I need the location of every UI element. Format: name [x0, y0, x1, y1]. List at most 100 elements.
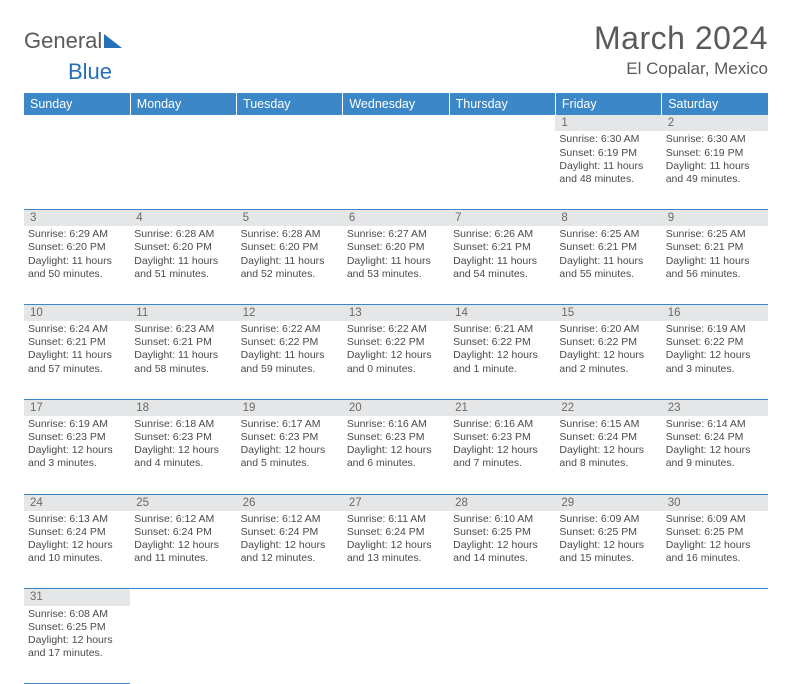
day-info-line: Sunrise: 6:13 AM [28, 513, 126, 526]
day-info-line: Sunrise: 6:28 AM [241, 228, 339, 241]
day-cell [449, 606, 555, 684]
day-info-line: Daylight: 12 hours [347, 444, 445, 457]
day-info-line: and 12 minutes. [241, 552, 339, 565]
day-info-line: and 11 minutes. [134, 552, 232, 565]
day-cell: Sunrise: 6:15 AMSunset: 6:24 PMDaylight:… [555, 416, 661, 494]
day-info-line: and 49 minutes. [666, 173, 764, 186]
day-info-line: Sunset: 6:20 PM [241, 241, 339, 254]
day-number: 23 [662, 399, 768, 416]
day-info-line: Sunrise: 6:16 AM [347, 418, 445, 431]
day-info-line: and 1 minute. [453, 363, 551, 376]
day-cell: Sunrise: 6:10 AMSunset: 6:25 PMDaylight:… [449, 511, 555, 589]
day-info-line: Sunrise: 6:30 AM [559, 133, 657, 146]
day-number-row: 17181920212223 [24, 399, 768, 416]
day-cell: Sunrise: 6:09 AMSunset: 6:25 PMDaylight:… [662, 511, 768, 589]
weekday-header: Tuesday [237, 93, 343, 115]
day-info-line: Sunset: 6:25 PM [666, 526, 764, 539]
logo-line2: Blue [24, 59, 768, 85]
day-info-line: Daylight: 12 hours [666, 349, 764, 362]
day-info-line: Daylight: 12 hours [28, 539, 126, 552]
day-cell [343, 131, 449, 209]
day-cell: Sunrise: 6:25 AMSunset: 6:21 PMDaylight:… [662, 226, 768, 304]
day-info-line: Sunset: 6:19 PM [559, 147, 657, 160]
day-cell: Sunrise: 6:29 AMSunset: 6:20 PMDaylight:… [24, 226, 130, 304]
day-info-line: Daylight: 11 hours [134, 349, 232, 362]
day-info-line: and 5 minutes. [241, 457, 339, 470]
day-content-row: Sunrise: 6:19 AMSunset: 6:23 PMDaylight:… [24, 416, 768, 494]
day-number [343, 115, 449, 131]
day-info-line: Daylight: 12 hours [453, 539, 551, 552]
day-info-line: Sunset: 6:23 PM [453, 431, 551, 444]
day-info-line: Sunrise: 6:20 AM [559, 323, 657, 336]
day-cell: Sunrise: 6:12 AMSunset: 6:24 PMDaylight:… [130, 511, 236, 589]
calendar-body: 12Sunrise: 6:30 AMSunset: 6:19 PMDayligh… [24, 115, 768, 684]
day-info-line: Sunset: 6:23 PM [241, 431, 339, 444]
weekday-header: Friday [555, 93, 661, 115]
day-info-line: Daylight: 11 hours [347, 255, 445, 268]
day-number: 3 [24, 209, 130, 226]
day-info-line: and 15 minutes. [559, 552, 657, 565]
day-info-line: and 8 minutes. [559, 457, 657, 470]
day-info-line: Sunrise: 6:29 AM [28, 228, 126, 241]
day-info-line: Sunset: 6:24 PM [559, 431, 657, 444]
day-info-line: Sunset: 6:21 PM [666, 241, 764, 254]
day-content-row: Sunrise: 6:29 AMSunset: 6:20 PMDaylight:… [24, 226, 768, 304]
day-number: 12 [237, 304, 343, 321]
day-cell: Sunrise: 6:27 AMSunset: 6:20 PMDaylight:… [343, 226, 449, 304]
day-cell: Sunrise: 6:23 AMSunset: 6:21 PMDaylight:… [130, 321, 236, 399]
day-number [130, 115, 236, 131]
day-content-row: Sunrise: 6:24 AMSunset: 6:21 PMDaylight:… [24, 321, 768, 399]
day-info-line: and 48 minutes. [559, 173, 657, 186]
day-info-line: Sunset: 6:23 PM [134, 431, 232, 444]
day-info-line: and 16 minutes. [666, 552, 764, 565]
day-cell: Sunrise: 6:12 AMSunset: 6:24 PMDaylight:… [237, 511, 343, 589]
day-cell: Sunrise: 6:28 AMSunset: 6:20 PMDaylight:… [130, 226, 236, 304]
day-number: 9 [662, 209, 768, 226]
day-info-line: and 54 minutes. [453, 268, 551, 281]
day-cell [343, 606, 449, 684]
day-info-line: Sunset: 6:22 PM [347, 336, 445, 349]
day-cell: Sunrise: 6:18 AMSunset: 6:23 PMDaylight:… [130, 416, 236, 494]
day-cell: Sunrise: 6:11 AMSunset: 6:24 PMDaylight:… [343, 511, 449, 589]
day-info-line: Sunset: 6:25 PM [559, 526, 657, 539]
day-info-line: Daylight: 11 hours [666, 160, 764, 173]
day-cell: Sunrise: 6:28 AMSunset: 6:20 PMDaylight:… [237, 226, 343, 304]
day-info-line: Daylight: 11 hours [28, 255, 126, 268]
day-info-line: Sunrise: 6:14 AM [666, 418, 764, 431]
day-number: 19 [237, 399, 343, 416]
day-info-line: Sunset: 6:22 PM [453, 336, 551, 349]
day-info-line: Sunrise: 6:25 AM [666, 228, 764, 241]
day-cell: Sunrise: 6:21 AMSunset: 6:22 PMDaylight:… [449, 321, 555, 399]
day-cell [130, 606, 236, 684]
day-info-line: Daylight: 12 hours [347, 539, 445, 552]
day-info-line: Sunrise: 6:22 AM [347, 323, 445, 336]
day-info-line: Daylight: 12 hours [666, 539, 764, 552]
day-cell: Sunrise: 6:20 AMSunset: 6:22 PMDaylight:… [555, 321, 661, 399]
day-cell: Sunrise: 6:09 AMSunset: 6:25 PMDaylight:… [555, 511, 661, 589]
logo-text-blue: Blue [68, 59, 112, 84]
day-info-line: Sunset: 6:21 PM [28, 336, 126, 349]
day-number: 17 [24, 399, 130, 416]
day-info-line: Daylight: 11 hours [666, 255, 764, 268]
day-info-line: Sunrise: 6:16 AM [453, 418, 551, 431]
day-content-row: Sunrise: 6:13 AMSunset: 6:24 PMDaylight:… [24, 511, 768, 589]
day-info-line: Daylight: 12 hours [241, 444, 339, 457]
day-info-line: Sunrise: 6:18 AM [134, 418, 232, 431]
day-cell [237, 131, 343, 209]
day-number: 16 [662, 304, 768, 321]
day-info-line: Sunrise: 6:30 AM [666, 133, 764, 146]
day-info-line: and 52 minutes. [241, 268, 339, 281]
day-info-line: Sunrise: 6:27 AM [347, 228, 445, 241]
day-info-line: Sunset: 6:25 PM [453, 526, 551, 539]
day-number: 28 [449, 494, 555, 511]
day-info-line: Daylight: 12 hours [347, 349, 445, 362]
day-info-line: and 3 minutes. [666, 363, 764, 376]
day-number [449, 115, 555, 131]
day-cell: Sunrise: 6:16 AMSunset: 6:23 PMDaylight:… [343, 416, 449, 494]
day-info-line: Sunset: 6:22 PM [241, 336, 339, 349]
day-info-line: Sunset: 6:20 PM [347, 241, 445, 254]
day-info-line: Daylight: 11 hours [241, 349, 339, 362]
day-cell [662, 606, 768, 684]
day-info-line: Daylight: 11 hours [559, 160, 657, 173]
day-number-row: 12 [24, 115, 768, 131]
